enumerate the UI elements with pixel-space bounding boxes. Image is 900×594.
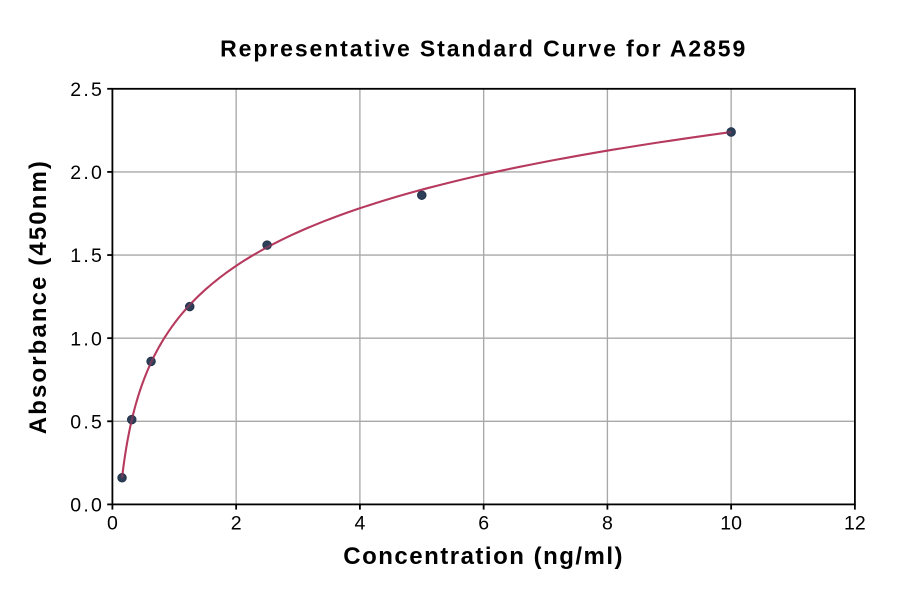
svg-text:12: 12 [844, 513, 866, 535]
svg-text:0.5: 0.5 [70, 411, 104, 433]
svg-text:1.0: 1.0 [70, 328, 104, 350]
svg-text:0: 0 [107, 513, 118, 535]
svg-text:Absorbance (450nm): Absorbance (450nm) [25, 159, 52, 434]
svg-text:1.5: 1.5 [70, 245, 104, 267]
svg-text:Concentration (ng/ml): Concentration (ng/ml) [343, 543, 624, 570]
svg-text:8: 8 [602, 513, 613, 535]
svg-text:6: 6 [478, 513, 489, 535]
svg-text:2.5: 2.5 [70, 79, 104, 101]
svg-text:10: 10 [720, 513, 742, 535]
svg-text:Representative Standard Curve: Representative Standard Curve for A2859 [220, 35, 747, 61]
svg-text:2: 2 [231, 513, 242, 535]
svg-text:0.0: 0.0 [70, 495, 104, 517]
svg-text:2.0: 2.0 [70, 162, 104, 184]
svg-text:4: 4 [354, 513, 365, 535]
